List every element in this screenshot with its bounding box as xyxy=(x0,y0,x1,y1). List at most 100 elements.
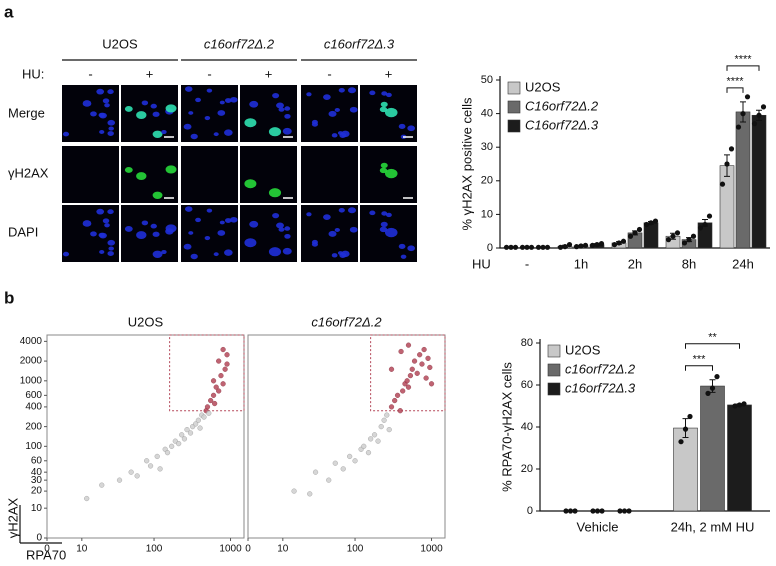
scatter-point xyxy=(428,381,435,387)
scatter-point xyxy=(222,366,228,372)
bar xyxy=(751,114,767,249)
chart-title: U2OS xyxy=(128,314,164,329)
y-tick-label: 80 xyxy=(521,337,533,349)
nucleus xyxy=(141,220,149,226)
scatter-point xyxy=(220,346,226,353)
bar xyxy=(700,385,725,512)
nucleus xyxy=(347,207,357,214)
legend-swatch xyxy=(507,81,521,95)
significance-label: **** xyxy=(726,76,744,88)
y-tick-label: 60 xyxy=(31,455,43,466)
nucleus xyxy=(224,98,232,103)
nucleus xyxy=(230,96,238,103)
axis-arrow xyxy=(19,505,62,544)
scatter-point xyxy=(211,400,218,407)
nucleus xyxy=(284,106,291,111)
data-point xyxy=(632,230,638,236)
data-point xyxy=(751,121,758,127)
scatter-point xyxy=(204,404,211,410)
nucleus xyxy=(206,88,213,93)
chart-title: c16orf72Δ.2 xyxy=(311,314,382,329)
scatter-point xyxy=(361,443,367,449)
y-tick-label: 400 xyxy=(25,402,42,413)
nucleus xyxy=(398,123,406,129)
data-point xyxy=(582,242,589,248)
nucleus xyxy=(161,249,167,255)
data-point xyxy=(744,94,751,100)
legend-label: c16orf72Δ.3 xyxy=(565,380,636,395)
legend-swatch xyxy=(507,119,521,133)
y-tick-label: 0 xyxy=(487,242,493,254)
nucleus xyxy=(407,125,415,132)
scatter-point xyxy=(312,469,319,475)
scatter-point xyxy=(184,426,190,433)
nucleus xyxy=(331,253,338,258)
scatter-point xyxy=(307,491,313,497)
nucleus xyxy=(380,221,388,228)
nucleus xyxy=(306,212,312,217)
scatter-point xyxy=(213,384,219,390)
nucleus xyxy=(183,123,192,130)
nucleus xyxy=(328,230,337,237)
scatter-point xyxy=(397,408,403,414)
nucleus xyxy=(188,231,194,235)
data-point xyxy=(706,213,713,219)
scatter-point xyxy=(144,458,150,464)
nucleus xyxy=(213,132,219,137)
data-point xyxy=(611,242,618,248)
data-point xyxy=(594,242,600,248)
scatter-point xyxy=(392,397,398,404)
data-point xyxy=(652,218,659,224)
data-point xyxy=(756,112,762,118)
scatter-point xyxy=(371,432,378,438)
data-point xyxy=(690,233,697,239)
scatter-point xyxy=(384,412,390,418)
micrograph xyxy=(62,146,119,203)
nucleus xyxy=(213,252,219,257)
scatter-point xyxy=(347,453,353,460)
nucleus xyxy=(107,239,116,246)
scatter-point xyxy=(84,495,90,502)
scatter-point xyxy=(116,477,123,483)
x-axis-label: RPA70 xyxy=(26,547,66,562)
scatter-point xyxy=(375,438,381,444)
condition-label: + xyxy=(265,66,273,81)
nucleus xyxy=(334,228,340,233)
scatter-point xyxy=(388,404,395,410)
scatter-point xyxy=(201,414,207,420)
legend-label: C16orf72Δ.2 xyxy=(525,98,599,113)
scatter-point xyxy=(195,417,202,423)
data-point xyxy=(563,508,569,514)
data-point xyxy=(678,439,684,445)
nucleus xyxy=(284,113,291,119)
scatter-point xyxy=(210,378,217,384)
nucleus xyxy=(268,247,282,257)
nucleus xyxy=(190,253,198,260)
data-point xyxy=(735,124,742,130)
nucleus xyxy=(386,212,392,218)
data-point xyxy=(572,508,578,514)
nucleus xyxy=(369,90,376,96)
nucleus xyxy=(136,231,147,239)
column-title: U2OS xyxy=(102,36,138,51)
scatter-point xyxy=(405,342,412,348)
nucleus xyxy=(219,100,225,105)
data-point xyxy=(705,390,711,396)
condition-label: - xyxy=(327,66,331,81)
nucleus xyxy=(331,133,338,138)
scatter-point xyxy=(423,375,429,381)
scatter-point xyxy=(411,358,418,364)
nucleus xyxy=(379,106,388,113)
scatter-point xyxy=(419,361,425,367)
nucleus xyxy=(99,232,107,239)
scatter-point xyxy=(326,477,332,483)
scatter-point xyxy=(352,458,358,464)
scatter-point xyxy=(206,410,212,416)
data-point xyxy=(508,244,514,250)
legend-swatch xyxy=(547,344,561,358)
scatter-point xyxy=(128,469,134,475)
data-point xyxy=(740,111,746,117)
data-point xyxy=(578,243,584,249)
data-point xyxy=(714,374,720,380)
scatter-point xyxy=(400,388,406,394)
